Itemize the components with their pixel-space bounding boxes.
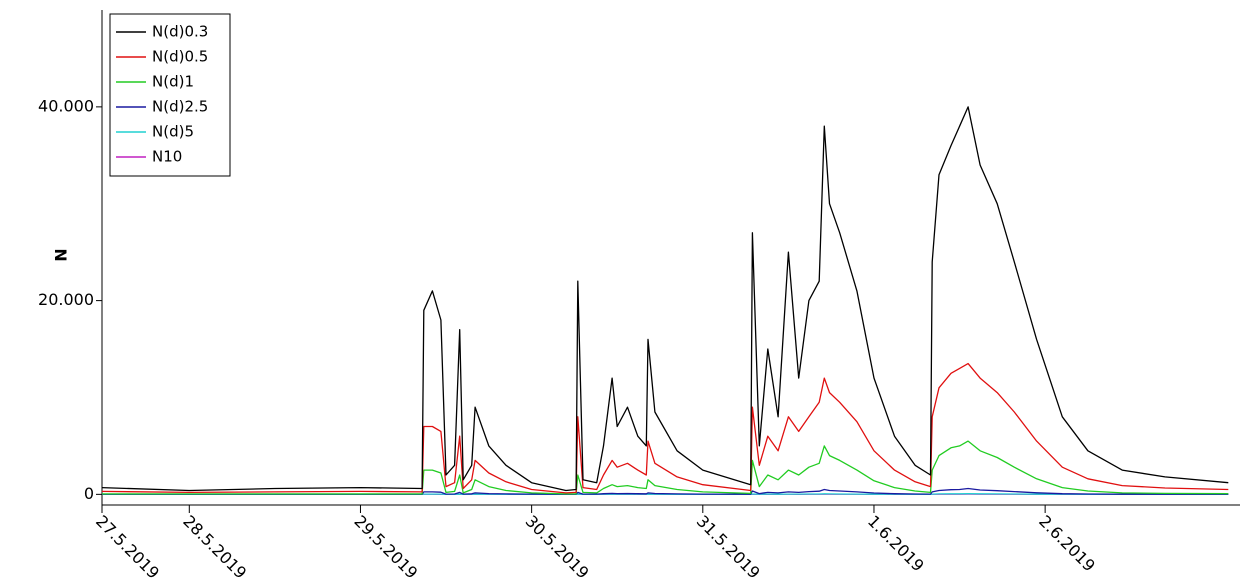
legend-label: N(d)0.5 xyxy=(152,48,208,66)
series-line xyxy=(101,362,1229,494)
x-tick-label: 28.5.2019 xyxy=(179,512,250,583)
legend-label: N(d)1 xyxy=(152,73,194,91)
series-line xyxy=(102,487,1229,495)
legend-label: N10 xyxy=(152,148,182,166)
legend-label: N(d)0.3 xyxy=(152,23,208,41)
x-tick-label: 2.6.2019 xyxy=(1035,512,1099,576)
x-tick-label: 31.5.2019 xyxy=(693,512,764,583)
x-tick-label: 27.5.2019 xyxy=(92,512,163,583)
y-tick-label: 40.000 xyxy=(38,96,94,115)
y-axis-label: N xyxy=(52,248,71,261)
legend-label: N(d)5 xyxy=(152,123,194,141)
x-tick-label: 1.6.2019 xyxy=(864,512,928,576)
legend-box xyxy=(109,13,231,177)
y-tick-label: 20.000 xyxy=(38,290,94,309)
series-line xyxy=(102,440,1229,495)
legend-label: N(d)2.5 xyxy=(152,98,208,116)
x-tick-label: 30.5.2019 xyxy=(522,512,593,583)
legend: N(d)0.3 N(d)0.5 N(d)1 N(d)2.5 N(d)5 N10 xyxy=(109,13,231,177)
y-tick-label: 0 xyxy=(84,484,94,503)
x-tick-label: 29.5.2019 xyxy=(350,512,421,583)
series-line xyxy=(101,106,1229,492)
